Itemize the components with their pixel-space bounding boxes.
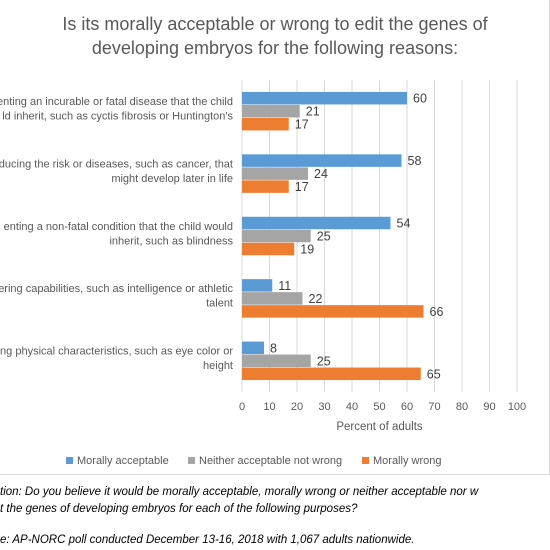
data-label-1-series-1: 60 [413, 92, 427, 106]
data-label-5-series-3: 65 [427, 367, 441, 381]
x-tick-label-10: 10 [263, 401, 275, 413]
x-tick-label-50: 50 [373, 401, 385, 413]
data-label-5-series-1: 8 [270, 341, 277, 355]
legend-label-1: Morally acceptable [77, 455, 169, 467]
x-tick-label-80: 80 [456, 401, 468, 413]
bar-chart: Is its morally acceptable or wrong to ed… [0, 14, 526, 467]
x-tick-label-20: 20 [291, 401, 303, 413]
category-label-5-line-2: height [203, 360, 233, 372]
category-label-5-line-1: ring physical characteristics, such as e… [0, 346, 233, 358]
category-label-3-line-2: inherit, such as blindness [109, 235, 233, 247]
data-label-4-series-2: 22 [309, 292, 323, 306]
bar-3-series-3 [242, 242, 295, 256]
category-label-1-line-1: enting an incurable or fatal disease tha… [0, 96, 233, 108]
bar-5-series-2 [242, 354, 311, 368]
legend-swatch-1 [66, 457, 73, 464]
bar-1-series-3 [242, 117, 289, 131]
x-tick-label-100: 100 [508, 401, 526, 413]
legend-label-2: Neither acceptable not wrong [199, 455, 342, 467]
x-tick-label-0: 0 [239, 401, 245, 413]
category-label-1-line-2: ld inherit, such as cyctis fibrosis or H… [2, 110, 233, 122]
x-tick-label-40: 40 [346, 401, 358, 413]
bar-4-series-2 [242, 292, 303, 305]
question-note-line-1: tion: Do you believe it would be morally… [0, 486, 479, 498]
data-label-5-series-2: 25 [317, 354, 331, 368]
bar-4-series-3 [242, 305, 424, 318]
category-label-3-line-1: enting a non-fatal condition that the ch… [4, 221, 233, 233]
data-label-2-series-2: 24 [314, 167, 328, 181]
chart-title-line-1: Is its morally acceptable or wrong to ed… [62, 14, 488, 34]
data-label-3-series-2: 25 [317, 230, 331, 244]
bar-1-series-2 [242, 104, 300, 118]
bar-5-series-3 [242, 367, 421, 381]
data-label-4-series-1: 11 [278, 279, 291, 293]
legend-swatch-2 [188, 457, 195, 464]
x-tick-label-30: 30 [318, 401, 330, 413]
data-label-1-series-2: 21 [306, 105, 320, 119]
bar-4-series-1 [242, 279, 273, 292]
legend-swatch-3 [362, 457, 369, 464]
x-tick-label-60: 60 [401, 401, 413, 413]
data-label-3-series-3: 19 [300, 243, 314, 257]
bar-2-series-3 [242, 180, 289, 193]
data-label-3-series-1: 54 [397, 217, 411, 231]
bar-2-series-1 [242, 154, 402, 167]
x-tick-label-70: 70 [428, 401, 440, 413]
data-label-4-series-3: 66 [430, 305, 444, 319]
legend-label-3: Morally wrong [373, 455, 441, 467]
data-label-2-series-3: 17 [295, 180, 309, 194]
category-label-4-line-1: ering capabilities, such as intelligence… [0, 283, 233, 295]
bar-1-series-1 [242, 91, 407, 105]
bar-3-series-1 [242, 216, 391, 230]
data-label-1-series-3: 17 [295, 118, 309, 132]
category-label-2-line-2: might develop later in life [111, 173, 233, 185]
bar-3-series-2 [242, 229, 311, 243]
x-tick-label-90: 90 [483, 401, 495, 413]
bar-5-series-1 [242, 341, 264, 355]
data-label-2-series-1: 58 [408, 154, 422, 168]
bar-2-series-2 [242, 167, 308, 180]
category-label-2-line-1: educing the risk or diseases, such as ca… [0, 158, 233, 170]
question-note-line-2: t the genes of developing embryos for ea… [0, 503, 358, 515]
x-axis-title: Percent of adults [336, 421, 423, 433]
category-label-4-line-2: talent [206, 298, 233, 310]
chart-title-line-2: developing embryos for the following rea… [92, 38, 458, 58]
source-note: e: AP-NORC poll conducted December 13-16… [0, 534, 415, 546]
